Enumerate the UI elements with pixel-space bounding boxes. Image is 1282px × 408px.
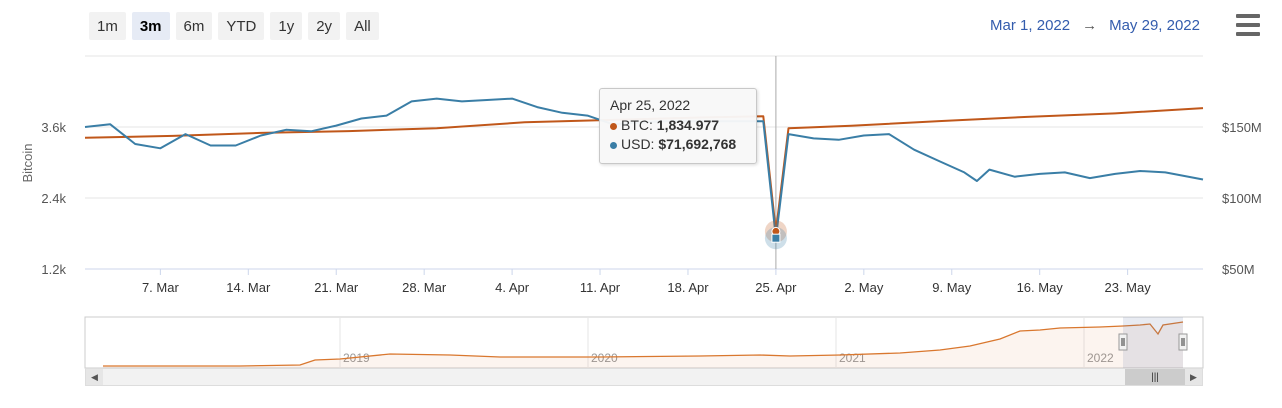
navigator-year-label: 2020 [591,351,618,365]
y-left-tick-label: 1.2k [41,262,66,277]
range-3m-button[interactable]: 3m [131,12,170,40]
range-ytd-button[interactable]: YTD [218,12,265,40]
range-1y-button[interactable]: 1y [270,12,303,40]
navigator-frame [84,316,1204,369]
x-tick-label: 14. Mar [226,280,271,295]
date-arrow: → [1082,17,1098,34]
tooltip-btc-value: 1,834.977 [656,117,720,133]
tooltip: Apr 25, 2022 BTC: 1,834.977 USD: $71,692… [599,88,757,164]
navigator-left-handle[interactable] [1118,333,1128,351]
date-range: Mar 1, 2022 → May 29, 2022 [990,17,1200,34]
usd-hover-marker [771,233,781,243]
x-tick-label: 25. Apr [755,280,797,295]
navigator-year-label: 2022 [1087,351,1114,365]
tooltip-usd-value: $71,692,768 [658,136,737,152]
range-selector: 1m 3m 6m YTD 1y 2y All [89,12,379,40]
tooltip-btc-row: BTC: 1,834.977 [610,116,746,135]
y-axis-title: Bitcoin [20,143,35,182]
y-right-tick-label: $150M [1222,120,1262,135]
navigator-selection [1123,317,1183,368]
usd-dot-icon [610,141,617,149]
scrollbar[interactable]: ◀ ||| ▶ [85,368,1203,386]
btc-dot-icon [610,122,617,130]
date-to-input[interactable]: May 29, 2022 [1109,17,1200,34]
navigator-area [103,322,1183,368]
y-left-tick-label: 2.4k [41,191,66,206]
x-tick-label: 28. Mar [402,280,447,295]
handle-body [1118,333,1128,351]
tooltip-usd-label: USD: [621,136,655,152]
x-tick-label: 9. May [932,280,972,295]
x-tick-label: 23. May [1105,280,1152,295]
date-from-input[interactable]: Mar 1, 2022 [990,17,1071,34]
tooltip-usd-row: USD: $71,692,768 [610,135,746,154]
range-2y-button[interactable]: 2y [308,12,341,40]
y-left-tick-label: 3.6k [41,120,66,135]
x-tick-label: 16. May [1017,280,1064,295]
x-tick-label: 21. Mar [314,280,359,295]
handle-body [1178,333,1188,351]
x-tick-label: 2. May [844,280,884,295]
y-right-tick-label: $50M [1222,262,1255,277]
range-6m-button[interactable]: 6m [175,12,213,40]
range-all-button[interactable]: All [346,12,379,40]
range-1m-button[interactable]: 1m [89,12,126,40]
y-right-tick-label: $100M [1222,191,1262,206]
navigator-line [103,321,1184,367]
grip-icon[interactable]: ||| [1125,369,1185,385]
x-tick-label: 11. Apr [580,280,621,295]
chevron-right-icon[interactable]: ▶ [1185,369,1202,385]
chevron-left-icon[interactable]: ◀ [86,369,103,385]
x-tick-label: 7. Mar [142,280,180,295]
tooltip-date: Apr 25, 2022 [610,97,691,113]
x-tick-label: 18. Apr [667,280,709,295]
hamburger-icon[interactable] [1236,14,1260,36]
navigator-right-handle[interactable] [1178,333,1188,351]
x-tick-label: 4. Apr [495,280,530,295]
tooltip-btc-label: BTC: [621,117,653,133]
